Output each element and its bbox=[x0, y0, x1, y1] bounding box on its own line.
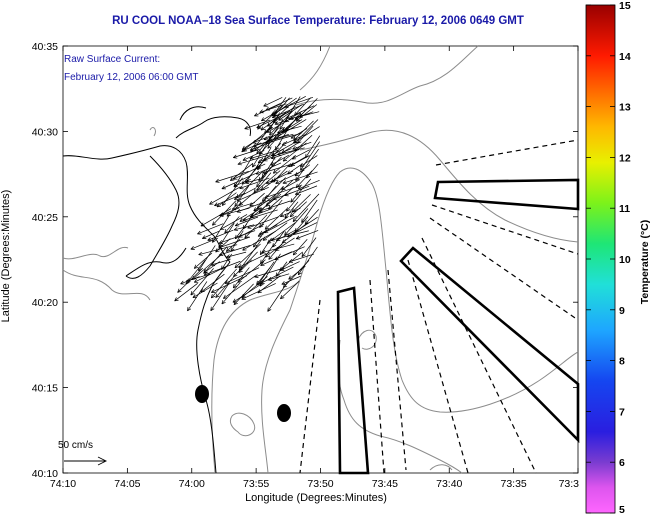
y-tick-label: 40:20 bbox=[32, 297, 58, 309]
x-tick-label: 73:35 bbox=[500, 478, 526, 490]
buoy-marker bbox=[195, 385, 209, 403]
y-axis-label: Latitude (Degrees:Minutes) bbox=[0, 190, 12, 323]
map-plot-frame bbox=[63, 46, 578, 473]
colorbar-tick-label: 6 bbox=[619, 457, 625, 469]
current-annotation-line2: February 12, 2006 06:00 GMT bbox=[64, 72, 199, 83]
x-tick-label: 73:45 bbox=[372, 478, 398, 490]
colorbar-tick-label: 12 bbox=[619, 152, 631, 164]
scale-label: 50 cm/s bbox=[58, 440, 93, 451]
colorbar-tick-label: 13 bbox=[619, 102, 631, 114]
colorbar-tick-label: 8 bbox=[619, 356, 625, 368]
colorbar-tick-label: 9 bbox=[619, 305, 625, 317]
x-tick-label: 74:00 bbox=[179, 478, 205, 490]
colorbar-tick-label: 15 bbox=[619, 0, 631, 12]
figure-title: RU COOL NOAA–18 Sea Surface Temperature:… bbox=[112, 15, 524, 27]
x-tick-label: 73:3 bbox=[559, 478, 580, 490]
x-tick-label: 74:05 bbox=[114, 478, 140, 490]
colorbar-tick-label: 10 bbox=[619, 254, 631, 266]
x-tick-label: 73:50 bbox=[307, 478, 333, 490]
current-annotation-line1: Raw Surface Current: bbox=[64, 54, 160, 65]
colorbar-tick-label: 14 bbox=[619, 51, 631, 63]
y-tick-label: 40:10 bbox=[32, 468, 58, 480]
y-tick-label: 40:15 bbox=[32, 383, 58, 395]
colorbar-tick-label: 11 bbox=[619, 203, 630, 215]
colorbar-label: Temperature (°C) bbox=[639, 220, 651, 305]
x-tick-label: 73:40 bbox=[436, 478, 462, 490]
x-tick-label: 73:55 bbox=[243, 478, 269, 490]
colorbar-tick-label: 5 bbox=[619, 504, 625, 516]
y-tick-label: 40:25 bbox=[32, 212, 58, 224]
buoy-marker bbox=[277, 404, 291, 422]
y-tick-label: 40:30 bbox=[32, 126, 58, 138]
y-tick-label: 40:35 bbox=[32, 41, 58, 53]
colorbar-tick-label: 7 bbox=[619, 406, 625, 418]
x-axis-label: Longitude (Degrees:Minutes) bbox=[245, 492, 387, 504]
